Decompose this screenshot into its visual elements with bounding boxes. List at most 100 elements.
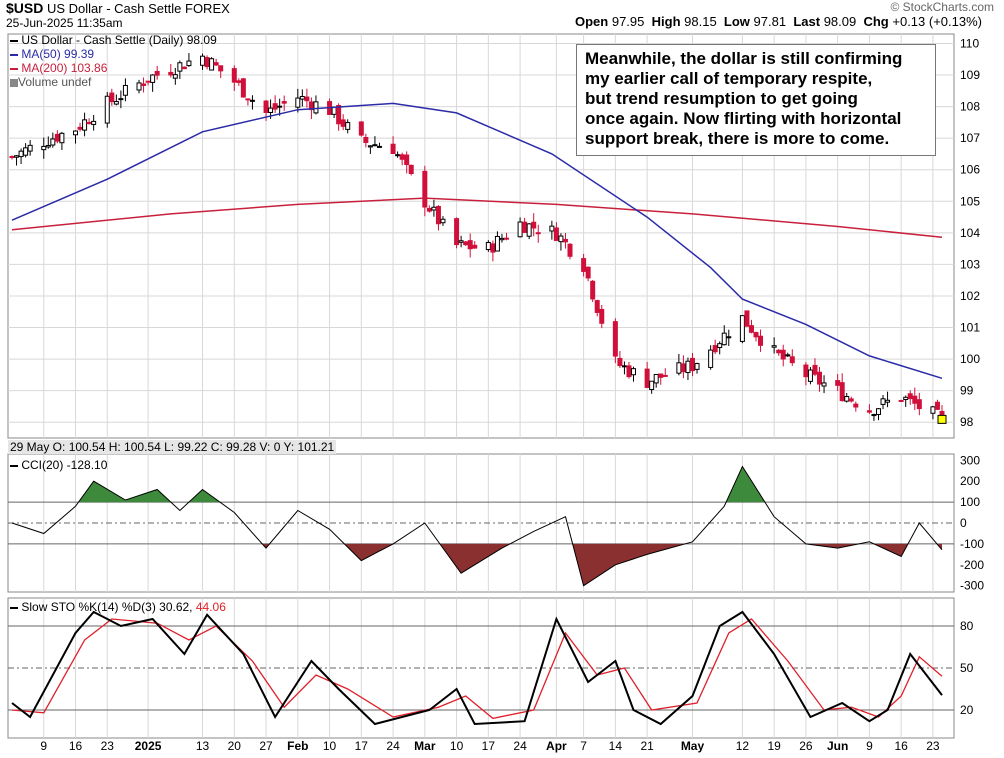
x-tick-label: Apr (546, 739, 567, 753)
y-tick-label: -300 (960, 579, 984, 593)
x-tick-label: 9 (866, 739, 873, 753)
x-tick-label: 21 (640, 739, 654, 753)
candle-body (549, 225, 555, 232)
y-tick-label: 103 (960, 257, 980, 271)
candle-body (712, 345, 718, 353)
candle-body (73, 130, 79, 136)
candle-body (91, 120, 97, 125)
candle-body (567, 243, 573, 257)
candle-body (463, 241, 469, 246)
candle-body (585, 266, 591, 279)
candle-body (835, 380, 841, 386)
candle-body (150, 74, 156, 83)
candle-body (104, 95, 110, 124)
candle-body (599, 308, 605, 324)
x-tick-label: 23 (101, 739, 115, 753)
candle-body (272, 103, 278, 110)
candle-body (363, 136, 369, 143)
candle-body (562, 238, 568, 243)
candle-body (644, 368, 650, 388)
candle-body (739, 315, 745, 342)
x-tick-label: 9 (40, 739, 47, 753)
candle-body (658, 373, 664, 378)
candle-body (240, 78, 246, 98)
ma200-legend-swatch (10, 67, 18, 70)
cci-legend: CCI(20) -128.10 (10, 458, 107, 472)
candle-body (771, 345, 777, 348)
candle-body (934, 401, 940, 410)
x-tick-label: Feb (287, 739, 308, 753)
y-tick-label: 102 (960, 289, 980, 303)
low-label: Low (723, 14, 750, 29)
candle-body (499, 237, 505, 241)
candle-body (45, 144, 51, 148)
candle-body (522, 221, 528, 233)
candle-body (122, 84, 128, 96)
cci-positive-fill (726, 466, 765, 503)
candle-body (82, 119, 88, 131)
candle-body (494, 235, 500, 252)
y-tick-label: 98 (960, 415, 974, 429)
candle-body (758, 335, 764, 346)
y-tick-label: 108 (960, 100, 980, 114)
y-tick-label: 20 (960, 703, 974, 717)
candle-body (268, 107, 274, 113)
symbol: $USD (6, 0, 44, 16)
candle-body (726, 336, 732, 339)
price-legend-item: US Dollar - Cash Settle (Daily) 98.09 (10, 33, 217, 47)
annotation-line: my earlier call of temporary respite, (585, 69, 873, 88)
ohlc-summary: Open 97.95 High 98.15 Low 97.81 Last 98.… (575, 14, 982, 29)
candle-body (14, 155, 20, 158)
watermark: © StockCharts.com (890, 0, 994, 14)
last-label: Last (793, 14, 821, 29)
high-label: High (651, 14, 681, 29)
candle-body (472, 244, 478, 249)
candle-body (485, 241, 491, 251)
x-tick-label: 20 (228, 739, 242, 753)
x-tick-label: 19 (767, 739, 781, 753)
candle-body (408, 164, 414, 175)
candle-body (753, 332, 759, 338)
cci-positive-fill (188, 489, 220, 503)
candle-body (653, 373, 659, 384)
exchange: FOREX (185, 1, 230, 16)
candle-body (154, 70, 160, 76)
candle-body (390, 143, 396, 155)
y-tick-label: -200 (960, 558, 984, 572)
candle-body (168, 71, 174, 76)
candle-body (526, 223, 532, 237)
candle-body (744, 310, 750, 327)
x-tick-label: 24 (386, 739, 400, 753)
candle-body (27, 144, 33, 152)
y-tick-label: 110 (960, 36, 979, 50)
x-tick-label: 27 (259, 739, 273, 753)
candle-body (172, 74, 178, 79)
ma50-legend-swatch (10, 53, 18, 56)
candle-body (685, 360, 691, 374)
stoch-legend: Slow STO %K(14) %D(3) 30.62, 44.06 (10, 600, 226, 614)
cci-negative-fill (344, 543, 394, 561)
x-tick-label: 10 (323, 739, 337, 753)
candle-body (812, 364, 818, 375)
candle-body (200, 55, 206, 66)
candle-body (662, 374, 668, 377)
candle-body (345, 122, 351, 130)
candle-body (748, 325, 754, 333)
x-tick-label: 17 (482, 739, 496, 753)
candle-body (694, 363, 700, 370)
candle-body (590, 280, 596, 300)
candle-body (517, 221, 523, 238)
candle-body (708, 349, 714, 368)
y-tick-label: 107 (960, 131, 980, 145)
candle-body (376, 145, 382, 148)
candle-body (885, 399, 891, 403)
y-tick-label: 0 (960, 516, 967, 530)
candle-body (803, 364, 809, 378)
candle-body (313, 101, 319, 114)
candle-body (721, 332, 727, 346)
y-tick-label: 101 (960, 321, 980, 335)
candle-body (807, 369, 813, 382)
stoch-legend-swatch (10, 606, 18, 609)
candle-body (213, 62, 219, 66)
x-tick-label: 24 (513, 739, 527, 753)
